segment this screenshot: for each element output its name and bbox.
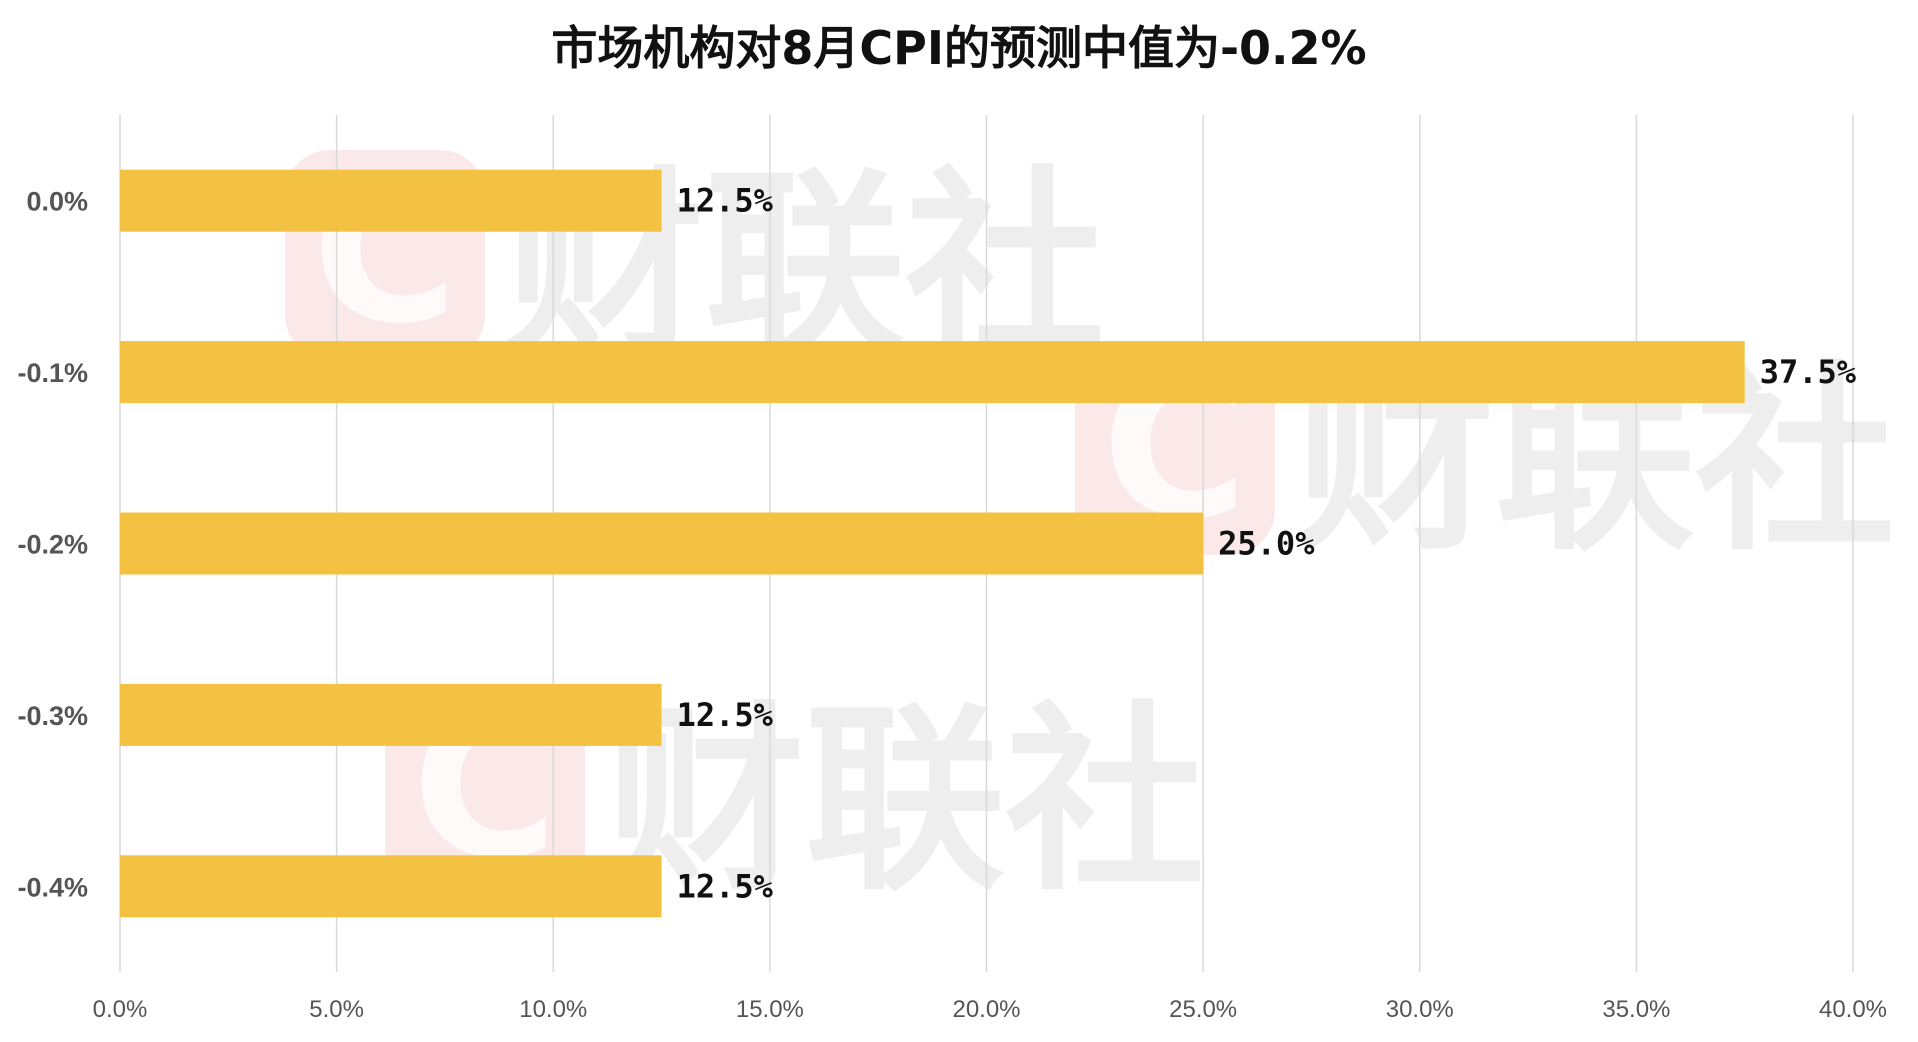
x-tick-label: 0.0% bbox=[93, 996, 148, 1023]
bar bbox=[120, 169, 662, 232]
category-label: -0.1% bbox=[17, 358, 88, 388]
category-label: -0.2% bbox=[17, 530, 88, 560]
x-tick-label: 40.0% bbox=[1819, 996, 1887, 1023]
bar bbox=[120, 855, 662, 918]
data-label: 12.5% bbox=[677, 867, 774, 905]
x-tick-label: 15.0% bbox=[736, 996, 804, 1023]
data-label: 12.5% bbox=[677, 182, 774, 220]
bar bbox=[120, 512, 1204, 575]
x-tick-label: 35.0% bbox=[1602, 996, 1670, 1023]
category-label: 0.0% bbox=[26, 187, 88, 217]
watermark-text: 财联社 bbox=[605, 685, 1205, 918]
x-tick-label: 5.0% bbox=[309, 996, 364, 1023]
bars bbox=[120, 169, 1745, 918]
data-label: 37.5% bbox=[1760, 353, 1857, 391]
data-label: 12.5% bbox=[677, 696, 774, 734]
labels: 0.0% 5.0% 10.0% 15.0% 20.0% 25.0% 30.0% 35.0% 40… bbox=[17, 182, 1887, 1023]
bar bbox=[120, 341, 1745, 404]
data-label: 25.0% bbox=[1218, 525, 1315, 563]
bar bbox=[120, 683, 662, 746]
x-tick-label: 25.0% bbox=[1169, 996, 1237, 1023]
x-tick-label: 10.0% bbox=[519, 996, 587, 1023]
chart-title: 市场机构对8月CPI的预测中值为-0.2% bbox=[551, 21, 1366, 75]
x-tick-label: 30.0% bbox=[1386, 996, 1454, 1023]
category-label: -0.3% bbox=[17, 701, 88, 731]
x-tick-label: 20.0% bbox=[952, 996, 1020, 1023]
category-label: -0.4% bbox=[17, 872, 88, 902]
